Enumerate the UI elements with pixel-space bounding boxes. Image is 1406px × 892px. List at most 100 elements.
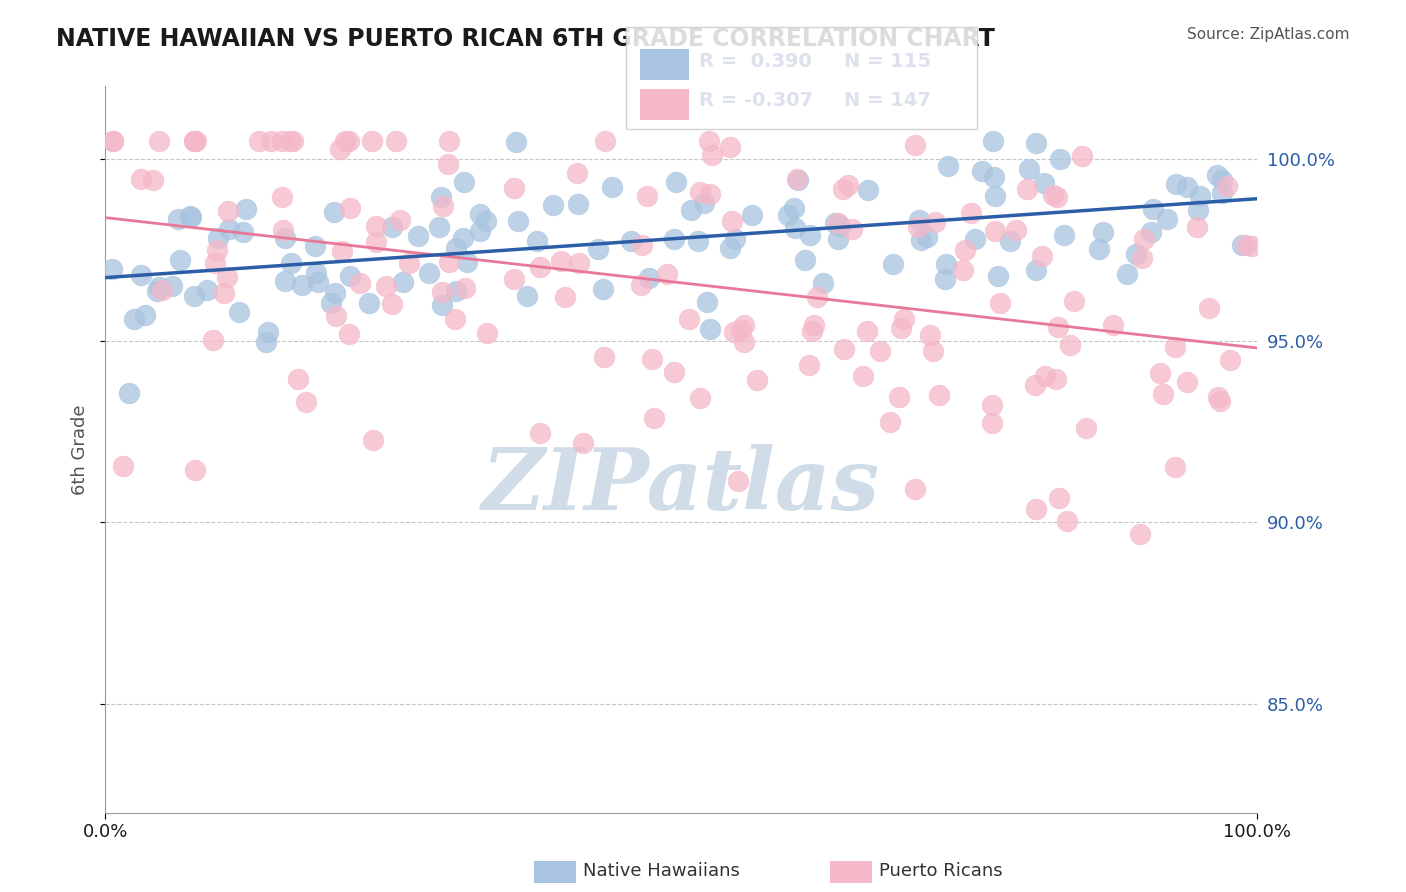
Point (437, 157, 460, 171)
Text: Source: ZipAtlas.com: Source: ZipAtlas.com (1187, 27, 1350, 42)
Point (1187, 202, 1209, 217)
Point (1219, 353, 1241, 368)
Point (718, 241, 741, 255)
Point (516, 288, 538, 302)
Point (904, 138, 927, 153)
Point (475, 214, 498, 228)
Point (183, 289, 205, 303)
Point (827, 216, 849, 230)
Point (134, 308, 156, 322)
Point (1209, 393, 1232, 408)
Point (724, 232, 747, 246)
Point (643, 410, 665, 425)
Point (1206, 168, 1229, 182)
Point (855, 324, 877, 338)
Point (831, 182, 853, 196)
Point (567, 196, 589, 211)
Point (183, 134, 205, 148)
Point (1088, 242, 1111, 256)
Point (657, 267, 679, 281)
Point (215, 270, 238, 285)
Text: Native Hawaiians: Native Hawaiians (583, 863, 741, 880)
Text: R =  0.390: R = 0.390 (699, 52, 811, 71)
Point (529, 425, 551, 440)
Point (456, 254, 478, 268)
Point (952, 263, 974, 277)
Point (1234, 238, 1257, 252)
Point (568, 256, 591, 270)
Point (1116, 267, 1139, 281)
Point (693, 196, 716, 211)
Point (664, 365, 686, 379)
Point (330, 244, 353, 259)
Point (307, 275, 329, 289)
Point (1049, 152, 1071, 166)
Point (305, 266, 328, 280)
Point (904, 482, 927, 496)
Point (882, 257, 904, 271)
Point (1046, 319, 1069, 334)
Point (385, 134, 408, 148)
Point (228, 305, 250, 319)
Point (983, 169, 1005, 184)
Point (699, 322, 721, 336)
Point (100, 261, 122, 276)
Point (600, 179, 623, 194)
Point (783, 220, 806, 235)
Point (160, 279, 183, 293)
Point (828, 219, 851, 234)
Point (503, 181, 526, 195)
Point (101, 134, 124, 148)
Point (274, 274, 297, 288)
Point (1033, 369, 1056, 384)
Point (1091, 225, 1114, 239)
Point (679, 202, 702, 217)
Point (1156, 211, 1178, 226)
Point (1071, 148, 1094, 162)
Point (700, 148, 723, 162)
Point (1152, 386, 1174, 401)
Point (406, 229, 429, 244)
Point (1025, 136, 1047, 150)
Point (146, 285, 169, 299)
Point (852, 369, 875, 384)
Point (1045, 372, 1067, 386)
Point (207, 231, 229, 245)
Point (131, 268, 153, 282)
Point (439, 255, 461, 269)
Point (1142, 202, 1164, 217)
Point (381, 220, 404, 235)
Point (325, 309, 347, 323)
Point (1046, 190, 1069, 204)
Point (256, 325, 278, 339)
Point (167, 212, 190, 227)
Point (554, 290, 576, 304)
Point (572, 436, 595, 450)
Point (1024, 377, 1046, 392)
Point (337, 327, 360, 342)
Point (794, 252, 817, 267)
Point (699, 187, 721, 202)
Point (935, 256, 957, 270)
Text: N = 115: N = 115 (844, 52, 931, 71)
Point (592, 282, 614, 296)
Point (908, 212, 931, 227)
Point (444, 284, 467, 298)
Point (733, 334, 755, 349)
Point (980, 416, 1002, 430)
Point (218, 221, 240, 235)
Point (783, 202, 806, 216)
Text: N = 147: N = 147 (844, 91, 931, 111)
Point (381, 297, 404, 311)
Point (984, 224, 1007, 238)
Point (1004, 223, 1026, 237)
Point (437, 134, 460, 148)
Point (1053, 228, 1076, 243)
Point (427, 220, 450, 235)
Point (183, 462, 205, 476)
Point (678, 312, 700, 326)
Point (357, 295, 380, 310)
Point (983, 188, 1005, 202)
Point (776, 208, 799, 222)
Point (718, 140, 741, 154)
